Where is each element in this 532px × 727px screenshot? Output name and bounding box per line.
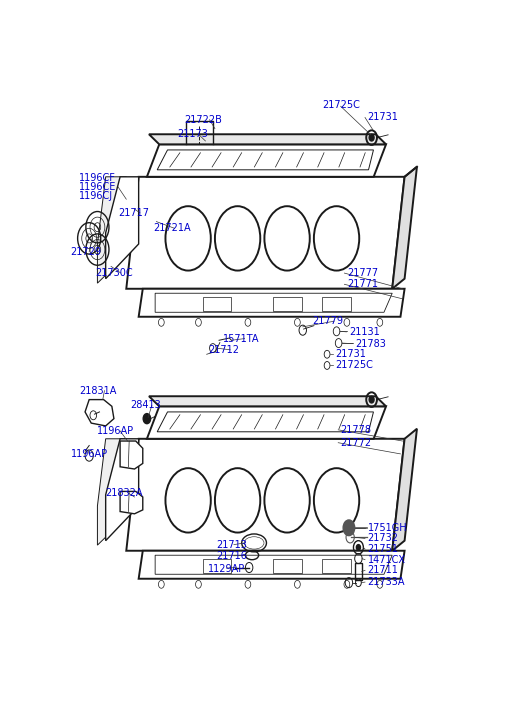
Text: 1196AP: 1196AP [71, 449, 108, 459]
Text: 1196CE: 1196CE [79, 182, 117, 192]
Polygon shape [392, 166, 417, 289]
Circle shape [369, 396, 374, 403]
Text: 1196CF: 1196CF [79, 173, 116, 183]
Text: 21717: 21717 [118, 208, 149, 218]
Polygon shape [106, 439, 139, 541]
Polygon shape [139, 289, 404, 317]
Text: 21729: 21729 [71, 247, 102, 257]
Circle shape [143, 414, 151, 424]
Polygon shape [392, 429, 417, 551]
Polygon shape [157, 412, 373, 432]
Text: 21721A: 21721A [153, 223, 190, 233]
Text: 21731: 21731 [335, 349, 366, 359]
Polygon shape [106, 177, 139, 278]
Polygon shape [97, 439, 126, 545]
Circle shape [343, 520, 355, 536]
Text: 21778: 21778 [340, 425, 372, 435]
Bar [322, 297, 351, 311]
Polygon shape [97, 177, 126, 284]
Bar [203, 297, 231, 311]
Bar [272, 559, 302, 573]
Text: 21725C: 21725C [335, 361, 373, 371]
Text: 21832A: 21832A [106, 488, 143, 497]
Text: 21713: 21713 [216, 540, 247, 550]
Text: 1196AP: 1196AP [97, 426, 135, 436]
Polygon shape [149, 396, 386, 406]
Bar [272, 297, 302, 311]
Text: 21712: 21712 [209, 345, 240, 355]
Text: 21732: 21732 [368, 534, 398, 543]
Text: 21771: 21771 [347, 279, 378, 289]
Text: 21772: 21772 [340, 438, 372, 448]
Text: 21783: 21783 [355, 339, 386, 349]
Text: 21173: 21173 [177, 129, 208, 140]
Polygon shape [139, 551, 404, 579]
Circle shape [356, 545, 361, 550]
Polygon shape [149, 134, 386, 145]
Text: 21831A: 21831A [79, 385, 117, 395]
Polygon shape [147, 406, 386, 439]
Polygon shape [155, 293, 392, 313]
Polygon shape [120, 491, 143, 514]
Text: 1129AP: 1129AP [207, 563, 245, 574]
Bar [203, 559, 231, 573]
Polygon shape [126, 439, 404, 551]
Polygon shape [120, 441, 143, 469]
Polygon shape [147, 145, 386, 177]
Text: 21725C: 21725C [322, 100, 360, 111]
Polygon shape [85, 400, 114, 426]
Polygon shape [155, 555, 392, 574]
Text: 21777: 21777 [347, 268, 378, 278]
Text: 1751GH: 1751GH [368, 523, 407, 533]
Text: 21731: 21731 [368, 113, 398, 122]
Text: 21722B: 21722B [184, 115, 222, 125]
Text: 21730C: 21730C [95, 268, 133, 278]
Text: 1471CX: 1471CX [368, 555, 405, 565]
Text: 21733A: 21733A [368, 577, 405, 587]
Text: 21779: 21779 [312, 316, 343, 326]
Polygon shape [157, 150, 373, 170]
Text: 28413: 28413 [130, 400, 161, 410]
Text: 21711: 21711 [368, 566, 398, 575]
Bar [322, 559, 351, 573]
Circle shape [369, 134, 374, 141]
Text: 1571TA: 1571TA [223, 334, 260, 344]
Text: 21751: 21751 [368, 544, 398, 554]
Polygon shape [126, 177, 404, 289]
Bar [355, 563, 362, 580]
Text: 21716: 21716 [216, 551, 247, 561]
Text: 21131: 21131 [349, 327, 380, 337]
Text: 1196CJ: 1196CJ [79, 191, 113, 201]
